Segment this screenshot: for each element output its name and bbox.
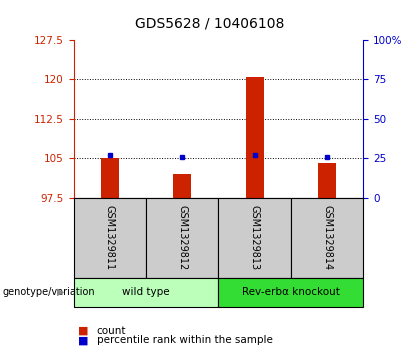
Text: GDS5628 / 10406108: GDS5628 / 10406108 [135,16,285,30]
Bar [101,158,119,198]
Bar [318,163,336,198]
Text: GSM1329814: GSM1329814 [322,205,332,270]
Text: count: count [97,326,126,336]
Text: Rev-erbα knockout: Rev-erbα knockout [242,287,340,297]
Text: genotype/variation: genotype/variation [2,287,95,297]
Text: ■: ■ [78,326,88,336]
Bar [246,77,264,198]
Text: percentile rank within the sample: percentile rank within the sample [97,335,273,346]
Text: ■: ■ [78,335,88,346]
Text: ▶: ▶ [57,287,65,297]
Bar [173,174,191,198]
Text: GSM1329813: GSM1329813 [249,205,260,270]
Text: GSM1329811: GSM1329811 [105,205,115,270]
Text: GSM1329812: GSM1329812 [177,205,187,270]
Text: wild type: wild type [122,287,170,297]
